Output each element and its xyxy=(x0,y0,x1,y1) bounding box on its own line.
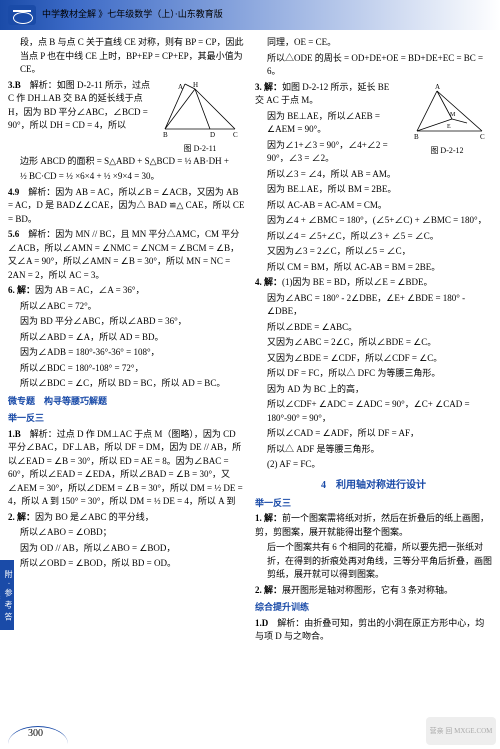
micro-topic-title: 微专题 构寻等腰巧解题 xyxy=(8,395,245,409)
text: 所以∠4 = ∠5+∠C，所以∠3 + ∠5 = ∠C。 xyxy=(255,230,492,244)
text: 又因为∠3 = 2∠C，所以∠5 = ∠C， xyxy=(255,245,492,259)
text: 所以∠CDF+ ∠ADC = ∠ADC = 90°，∠C+ ∠CAD = 180… xyxy=(255,398,492,425)
text: 解析：因为 AB = AC，所以∠B = ∠ACB，又因为 AB = AC，D … xyxy=(8,187,244,224)
page-header: 中学教材全解 》七年级数学（上）·山东教育版 xyxy=(0,0,500,30)
svg-text:B: B xyxy=(414,133,419,141)
figure-d-2-12: B C A M E 图 D-2-12 xyxy=(402,81,492,157)
question-num: 1.D xyxy=(255,618,268,628)
text: 因为∠4 + ∠BMC = 180°，(∠5+∠C) + ∠BMC = 180°… xyxy=(255,214,492,228)
text: 2. 解：展开图形是轴对称图形，它有 3 条对称轴。 xyxy=(255,584,492,598)
text: 因为 BE⊥AE，所以 BM = 2BE。 xyxy=(255,183,492,197)
svg-text:C: C xyxy=(480,133,485,141)
text: 因为 AB = AC，∠A = 36°， xyxy=(35,285,145,295)
example-title: 举一反三 xyxy=(8,412,245,426)
text: 后一个图案共有 6 个相同的花瓣，所以要先把一张纸对折，在得到的折痕处再对角线，… xyxy=(255,541,492,582)
text: 所以∠ABC = 72°。 xyxy=(8,300,245,314)
text: 所以∠ABD = ∠A，所以 AD = BD。 xyxy=(8,331,245,345)
figure-caption: 图 D-2-11 xyxy=(155,143,245,155)
question-num: 4.9 xyxy=(8,187,19,197)
page-number: 300 xyxy=(28,726,43,741)
text: 解析：过点 D 作 DM⊥AC 于点 M（图略），因为 CD 平分∠BAC，DF… xyxy=(8,429,243,507)
text: 所以∠CAD = ∠ADF，所以 DF = AF， xyxy=(255,427,492,441)
text: 解析：因为 MN // BC，且 MN 平分△AMC，CM 平分∠ACB，所以∠… xyxy=(8,229,239,280)
watermark: 营亲 回 MXGE.COM xyxy=(426,717,496,745)
text: 所以∠OBD = ∠BOD，所以 BD = OD。 xyxy=(8,557,245,571)
example-title: 举一反三 xyxy=(255,497,492,511)
text: 1.B 解析：过点 D 作 DM⊥AC 于点 M（图略），因为 CD 平分∠BA… xyxy=(8,428,245,509)
question-num: 6. 解： xyxy=(8,285,35,295)
text: 所以∠BDC = ∠C，所以 BD = BC，所以 AD = BC。 xyxy=(8,377,245,391)
svg-text:H: H xyxy=(193,81,198,89)
section-title: 4 利用轴对称进行设计 xyxy=(255,478,492,493)
text: 所以∠3 = ∠4，所以 AB = AM。 xyxy=(255,168,492,182)
question-num: 4. 解： xyxy=(255,277,282,287)
svg-text:B: B xyxy=(163,131,168,139)
figure-d-2-11: B C H D A 图 D-2-11 xyxy=(155,79,245,155)
question-num: 5.6 xyxy=(8,229,19,239)
text: 解析：如图 D-2-11 所示，过点 C 作 DH⊥AB 交 BA 的延长线于点… xyxy=(8,80,150,131)
text: 段，点 B 与点 C 关于直线 CE 对称，则有 BP = CP，因此当点 P … xyxy=(8,36,245,77)
question-num: 2. 解： xyxy=(8,512,35,522)
text: (2) AF = FC。 xyxy=(255,458,492,472)
svg-text:A: A xyxy=(435,83,440,91)
question-num: 2. 解： xyxy=(255,585,282,595)
svg-text:A: A xyxy=(178,83,183,91)
text: ½ BC·CD = ½ ×6×4 + ½ ×9×4 = 30。 xyxy=(8,170,245,184)
text: 所以△ ADF 是等腰三角形。 xyxy=(255,443,492,457)
svg-text:E: E xyxy=(447,124,451,130)
text: 因为∠ABC = 180° - 2∠DBE，∠E+ ∠BDE = 180° - … xyxy=(255,292,492,319)
text: 同理，OE = CE。 xyxy=(255,36,492,50)
text: 所以 AC-AB = AC-AM = CM。 xyxy=(255,199,492,213)
text: 5.6 解析：因为 MN // BC，且 MN 平分△AMC，CM 平分∠ACB… xyxy=(8,228,245,282)
question-num: 3.B xyxy=(8,80,21,90)
question-num: 3. 解： xyxy=(255,82,282,92)
text: 所以△ODE 的周长 = OD+DE+OE = BD+DE+EC = BC = … xyxy=(255,52,492,79)
text: 因为 AD 为 BC 上的高， xyxy=(255,383,492,397)
text: 因为∠ADB = 180°-36°-36° = 108°， xyxy=(8,346,245,360)
text: 所以∠BDE = ∠ABC。 xyxy=(255,321,492,335)
text: 前一个图案需将纸对折，然后在折叠后的纸上画图，剪，剪图案，展开就能得出整个图案。 xyxy=(255,513,489,537)
text: 2. 解：因为 BO 是∠ABC 的平分线， xyxy=(8,511,245,525)
logo-icon xyxy=(8,5,36,25)
sidebar-label: 附·参考答案 xyxy=(0,560,14,630)
svg-text:C: C xyxy=(233,131,238,139)
text: 所以 CM = BM，所以 AC-AB = BM = 2BE。 xyxy=(255,261,492,275)
text: 因为 OD // AB，所以∠ABO = ∠BOD， xyxy=(8,542,245,556)
text: 6. 解：因为 AB = AC，∠A = 36°， xyxy=(8,284,245,298)
svg-text:M: M xyxy=(450,112,456,118)
figure-caption: 图 D-2-12 xyxy=(402,145,492,157)
svg-text:D: D xyxy=(210,131,215,139)
text: 展开图形是轴对称图形，它有 3 条对称轴。 xyxy=(282,585,453,595)
text: 所以∠BDC = 180°-108° = 72°， xyxy=(8,362,245,376)
text: 又因为∠ABC = 2∠C，所以∠BDE = ∠C。 xyxy=(255,336,492,350)
triangle-diagram-icon: B C A M E xyxy=(402,81,492,141)
question-num: 1.B xyxy=(8,429,21,439)
text: 所以∠ABO = ∠OBD； xyxy=(8,526,245,540)
left-column: 段，点 B 与点 C 关于直线 CE 对称，则有 BP = CP，因此当点 P … xyxy=(8,36,245,646)
text: 解析：由折叠可知，剪出的小洞在原正方形中心，均与项 D 与之吻合。 xyxy=(255,618,484,642)
text: 因为 BD 平分∠ABC，所以∠ABD = 36°， xyxy=(8,315,245,329)
right-column: 同理，OE = CE。 所以△ODE 的周长 = OD+DE+OE = BD+D… xyxy=(255,36,492,646)
text: 4. 解：(1)因为 BE = BD，所以∠E = ∠BDE。 xyxy=(255,276,492,290)
triangle-diagram-icon: B C H D A xyxy=(155,79,245,139)
text: 因为 BO 是∠ABC 的平分线， xyxy=(35,512,154,522)
comprehensive-title: 综合提升训练 xyxy=(255,601,492,615)
text: 所以 DF = FC，所以△ DFC 为等腰三角形。 xyxy=(255,367,492,381)
text: 1.D 解析：由折叠可知，剪出的小洞在原正方形中心，均与项 D 与之吻合。 xyxy=(255,617,492,644)
text: 边形 ABCD 的面积 = S△ABD + S△BCD = ½ AB·DH + xyxy=(8,155,245,169)
main-content: 段，点 B 与点 C 关于直线 CE 对称，则有 BP = CP，因此当点 P … xyxy=(0,30,500,646)
text: 4.9 解析：因为 AB = AC，所以∠B = ∠ACB，又因为 AB = A… xyxy=(8,186,245,227)
text: 又因为∠BDE = ∠CDF，所以∠CDF = ∠C。 xyxy=(255,352,492,366)
text: 1. 解：前一个图案需将纸对折，然后在折叠后的纸上画图，剪，剪图案，展开就能得出… xyxy=(255,512,492,539)
question-num: 1. 解： xyxy=(255,513,282,523)
text: (1)因为 BE = BD，所以∠E = ∠BDE。 xyxy=(282,277,432,287)
header-title: 中学教材全解 》七年级数学（上）·山东教育版 xyxy=(42,8,223,22)
